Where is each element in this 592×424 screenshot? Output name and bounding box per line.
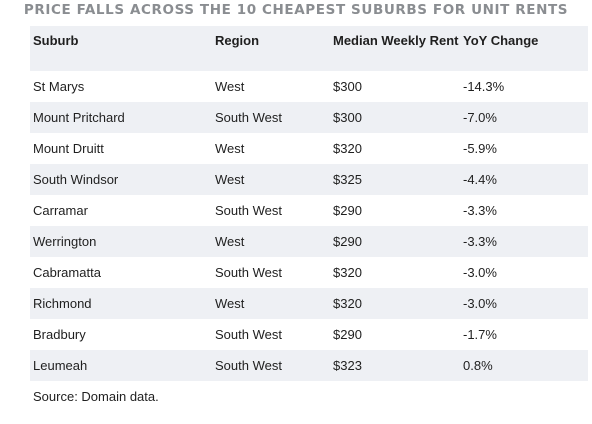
cell-yoy-change: 0.8% xyxy=(463,358,493,373)
cell-region: South West xyxy=(215,203,282,218)
cell-yoy-change: -4.4% xyxy=(463,172,497,187)
cell-region: West xyxy=(215,234,245,249)
table-row: South Windsor West $325 -4.4% xyxy=(30,164,588,195)
cell-median-weekly-rent: $325 xyxy=(333,172,362,187)
cell-region: South West xyxy=(215,265,282,280)
cell-yoy-change: -3.0% xyxy=(463,296,497,311)
header-region: Region xyxy=(215,33,260,48)
cell-region: West xyxy=(215,79,245,94)
table-title: PRICE FALLS ACROSS THE 10 CHEAPEST SUBUR… xyxy=(23,2,569,18)
cell-yoy-change: -1.7% xyxy=(463,327,497,342)
cell-yoy-change: -14.3% xyxy=(463,79,505,94)
cell-region: South West xyxy=(215,358,282,373)
cell-median-weekly-rent: $290 xyxy=(333,327,362,342)
table-header-row: Suburb Region Median Weekly Rent YoY Cha… xyxy=(30,26,588,71)
cell-median-weekly-rent: $320 xyxy=(333,265,362,280)
cell-median-weekly-rent: $290 xyxy=(333,203,362,218)
cell-suburb: South Windsor xyxy=(33,172,119,187)
cell-suburb: St Marys xyxy=(33,79,85,94)
cell-region: West xyxy=(215,141,245,156)
cell-region: South West xyxy=(215,327,282,342)
cell-yoy-change: -5.9% xyxy=(463,141,497,156)
cell-yoy-change: -3.3% xyxy=(463,234,497,249)
table-body: St Marys West $300 -14.3% Mount Pritchard Sou… xyxy=(30,71,588,381)
cell-yoy-change: -7.0% xyxy=(463,110,497,125)
table-row: Mount Pritchard South West $300 -7.0% xyxy=(30,102,588,133)
table-row: Carramar South West $290 -3.3% xyxy=(30,195,588,226)
header-median-weekly-rent: Median Weekly Rent xyxy=(333,33,459,48)
table-row: Cabramatta South West $320 -3.0% xyxy=(30,257,588,288)
cell-median-weekly-rent: $320 xyxy=(333,296,362,311)
table-row: Leumeah South West $323 0.8% xyxy=(30,350,588,381)
cell-suburb: Richmond xyxy=(33,296,92,311)
rent-table: Suburb Region Median Weekly Rent YoY Cha… xyxy=(30,26,588,381)
cell-median-weekly-rent: $300 xyxy=(333,79,362,94)
header-yoy-change: YoY Change xyxy=(463,33,539,48)
cell-suburb: Bradbury xyxy=(33,327,86,342)
table-row: Bradbury South West $290 -1.7% xyxy=(30,319,588,350)
cell-region: West xyxy=(215,172,245,187)
table-row: Werrington West $290 -3.3% xyxy=(30,226,588,257)
cell-median-weekly-rent: $323 xyxy=(333,358,362,373)
cell-suburb: Mount Druitt xyxy=(33,141,104,156)
cell-suburb: Mount Pritchard xyxy=(33,110,125,125)
header-suburb: Suburb xyxy=(33,33,79,48)
table-row: Richmond West $320 -3.0% xyxy=(30,288,588,319)
cell-suburb: Carramar xyxy=(33,203,88,218)
cell-region: South West xyxy=(215,110,282,125)
cell-yoy-change: -3.0% xyxy=(463,265,497,280)
cell-region: West xyxy=(215,296,245,311)
table-row: St Marys West $300 -14.3% xyxy=(30,71,588,102)
cell-yoy-change: -3.3% xyxy=(463,203,497,218)
cell-median-weekly-rent: $300 xyxy=(333,110,362,125)
cell-median-weekly-rent: $320 xyxy=(333,141,362,156)
table-row: Mount Druitt West $320 -5.9% xyxy=(30,133,588,164)
cell-suburb: Werrington xyxy=(33,234,97,249)
cell-suburb: Cabramatta xyxy=(33,265,101,280)
cell-suburb: Leumeah xyxy=(33,358,88,373)
cell-median-weekly-rent: $290 xyxy=(333,234,362,249)
source-note: Source: Domain data. xyxy=(33,389,159,404)
